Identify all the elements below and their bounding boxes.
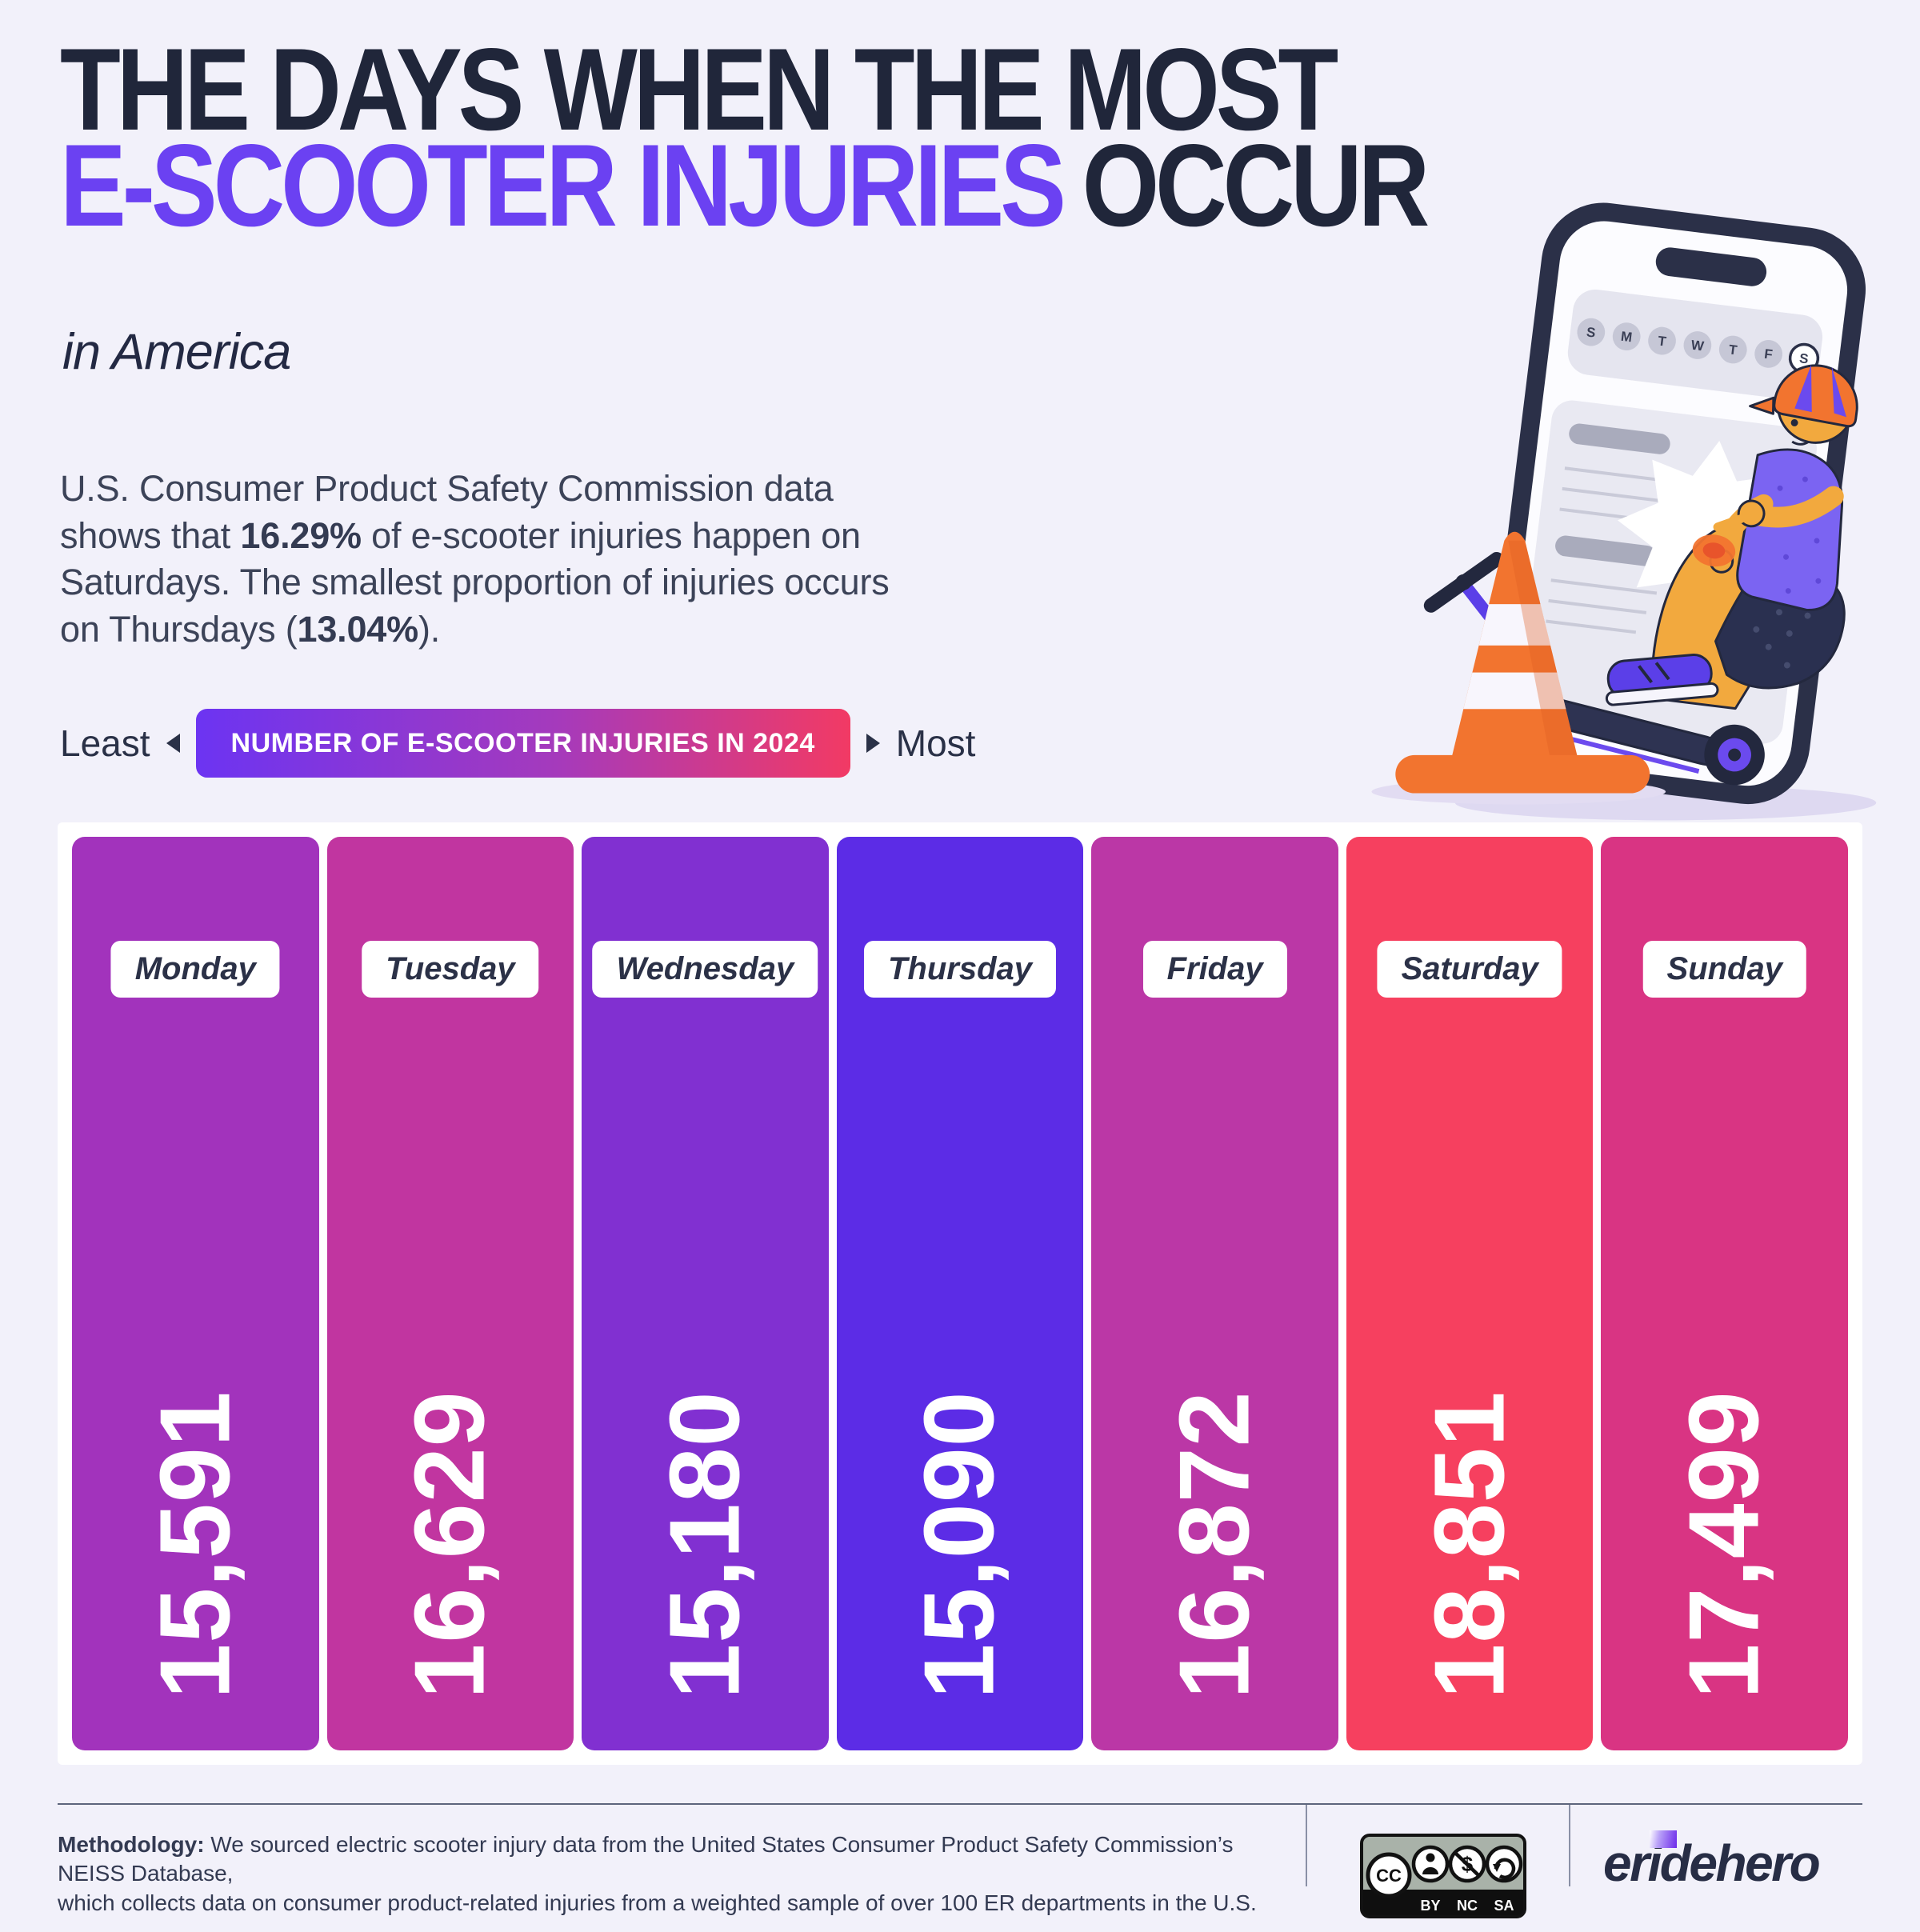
arrow-left-icon [166,734,180,753]
weekday-t: T [1657,333,1667,349]
title-line2-rest: OCCUR [1082,119,1430,250]
description-stat-saturday: 16.29% [240,514,362,556]
rider-mouth [1791,440,1809,446]
bar-value-wrap: 15,591 [72,1338,319,1750]
methodology-line1: We sourced electric scooter injury data … [58,1832,1234,1886]
bar-wednesday: Wednesday 15,180 [582,837,829,1750]
cc-by-label: BY [1420,1898,1440,1914]
weekday-m: M [1620,329,1633,346]
weekday-w: W [1690,338,1705,354]
weekday-circles: S M T W T F S [1577,318,1820,374]
day-label: Sunday [1642,941,1806,998]
day-label: Tuesday [362,941,539,998]
bar-friday: Friday 16,872 [1091,837,1338,1750]
methodology-label: Methodology: [58,1832,205,1857]
description-paragraph: U.S. Consumer Product Safety Commission … [60,466,908,653]
bar-value: 18,851 [1414,1390,1526,1699]
bar-monday: Monday 15,591 [72,837,319,1750]
rider-shoe [1605,654,1719,706]
day-label: Saturday [1377,941,1562,998]
title-line2-highlight: E-SCOOTER INJURIES [60,119,1066,250]
bar-value: 15,180 [650,1390,761,1699]
bar-value: 15,090 [905,1390,1016,1699]
cc-license-badge: CC $ BY NC SA [1360,1834,1526,1918]
bar-value: 17,499 [1669,1390,1780,1699]
legend-title-pill: NUMBER OF E-SCOOTER INJURIES IN 2024 [195,709,850,778]
cc-icon: CC [1366,1852,1412,1898]
description-seg5: ). [418,608,441,650]
arrow-right-icon [866,734,880,753]
description-seg1: U.S. Consumer Product Safety Commission … [60,468,834,556]
title-line1-text: THE DAYS WHEN THE MOST [60,24,1338,154]
bar-thursday: Thursday 15,090 [836,837,1084,1750]
rider-eye [1790,418,1798,426]
cc-by-icon [1411,1845,1450,1883]
bar-value-wrap: 16,872 [1091,1338,1338,1750]
logo-text: eridehero [1603,1834,1821,1892]
cc-sa-icon [1485,1845,1523,1883]
bar-chart: Monday 15,591 Tuesday 16,629 Wednesday 1… [58,822,1862,1765]
day-label: Monday [110,941,280,998]
svg-text:CC: CC [1376,1866,1402,1886]
phone-notch [1655,247,1767,286]
day-label: Friday [1142,941,1287,998]
day-label: Wednesday [592,941,818,998]
footer-separator-2 [1569,1805,1570,1886]
bar-value: 15,591 [140,1390,251,1699]
rider-torso [1736,448,1843,611]
page-title-line1: THE DAYS WHEN THE MOST [60,31,1426,148]
bar-value-wrap: 16,629 [327,1338,574,1750]
day-label: Thursday [863,941,1057,998]
eridehero-logo: eridehero [1603,1830,1821,1893]
cc-nc-icon: $ [1448,1845,1486,1883]
bar-sunday: Sunday 17,499 [1601,837,1849,1750]
methodology-line2: which collects data on consumer product-… [58,1890,1257,1915]
injured-rider-illustration: S M T W T F S [1371,202,1877,821]
bar-value-wrap: 17,499 [1601,1338,1848,1750]
cc-nc-label: NC [1457,1898,1478,1914]
bar-value-wrap: 15,180 [582,1338,829,1750]
description-seg3: of e-scooter injuries happen on Saturday… [60,514,890,650]
bar-value: 16,629 [394,1390,506,1699]
description-stat-thursday: 13.04% [297,608,419,650]
weekday-s2-selected: S [1798,350,1809,366]
legend-least-label: Least [60,722,150,764]
helmet-stripe-1 [1794,364,1812,413]
legend-most-label: Most [895,722,976,764]
bar-tuesday: Tuesday 16,629 [326,837,574,1750]
cc-sa-label: SA [1494,1898,1514,1914]
bar-value: 16,872 [1159,1390,1270,1699]
color-legend: Least NUMBER OF E-SCOOTER INJURIES IN 20… [60,707,975,779]
title-block: THE DAYS WHEN THE MOST E-SCOOTER INJURIE… [60,31,1666,244]
bar-value-wrap: 15,090 [837,1338,1084,1750]
footer-divider [58,1803,1862,1805]
bar-value-wrap: 18,851 [1346,1338,1594,1750]
methodology-note: Methodology: We sourced electric scooter… [58,1830,1274,1918]
subtitle: in America [62,324,291,380]
weekday-s1: S [1586,325,1596,341]
helmet-tail [1749,396,1775,415]
injured-rider [1605,364,1858,710]
footer-separator-1 [1306,1805,1307,1886]
bar-saturday: Saturday 18,851 [1346,837,1594,1750]
page-title-line2: E-SCOOTER INJURIES OCCUR [60,126,1430,243]
weekday-t2: T [1728,342,1738,358]
logo-gradient-dot [1650,1830,1677,1848]
weekday-f: F [1763,346,1774,362]
